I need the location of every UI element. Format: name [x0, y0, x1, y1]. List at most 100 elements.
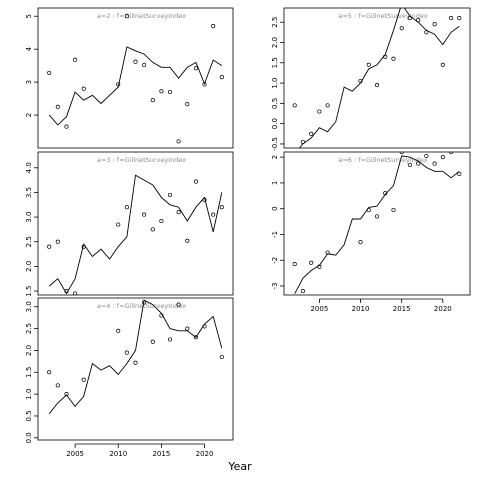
x-tick-label: 2015	[152, 450, 170, 458]
y-tick-label: -3	[271, 282, 279, 289]
observed-point	[211, 212, 216, 217]
y-tick-label: 3.0	[25, 301, 33, 312]
observed-point	[133, 360, 138, 365]
observed-point	[47, 70, 52, 75]
panel-title: a=3 : f=GillnetSurveyIndex	[97, 156, 186, 164]
panel-title: a=6 : f=GillnetSurveyIndex	[338, 156, 427, 164]
observed-point	[449, 16, 454, 21]
panels: a=2 : f=GillnetSurveyIndex 2 3 4 5 a=5 : f=Gi…	[25, 7, 471, 443]
observed-point	[142, 300, 147, 305]
x-tick-label: 2015	[393, 305, 411, 313]
observed-point	[202, 324, 207, 329]
observed-point	[185, 326, 190, 331]
panel-1: a=2 : f=GillnetSurveyIndex 2 3 4 5	[25, 7, 234, 149]
observed-point	[124, 205, 129, 210]
y-tick-label: -0.5	[271, 137, 279, 151]
x-tick-label: 2020	[434, 305, 452, 313]
observed-point	[134, 152, 137, 153]
y-tick-label: 2	[271, 155, 279, 159]
x-tick-label: 2005	[310, 305, 328, 313]
observed-point	[176, 302, 181, 307]
x-tick-label: 2010	[109, 450, 127, 458]
y-tick-label: 1	[271, 181, 279, 185]
y-tick-label: 2	[25, 113, 33, 117]
y-tick-label: 2.5	[25, 236, 33, 247]
observed-point	[81, 377, 86, 382]
observed-point	[47, 370, 52, 375]
observed-point	[309, 131, 314, 136]
observed-point	[317, 109, 322, 114]
panel-4: a=6 : f=GillnetSurveyIndex -3 -2 -1 0 1 2	[271, 151, 471, 296]
x-axis-label: Year	[227, 460, 252, 473]
observed-point	[300, 139, 305, 144]
panel-frame	[37, 151, 234, 296]
y-tick-label: 0.5	[271, 98, 279, 109]
y-tick-label: 3	[25, 80, 33, 84]
y-tick-label: 4.0	[25, 162, 33, 173]
observed-point	[432, 22, 437, 27]
panel-title: a=5 : f=GillnetSurveyIndex	[338, 12, 427, 20]
observed-point	[300, 289, 305, 294]
y-tick-label: 2.5	[25, 323, 33, 334]
panel-title: a=2 : f=GillnetSurveyIndex	[97, 12, 186, 20]
observed-point	[81, 244, 86, 249]
observed-point	[167, 192, 173, 197]
observed-point	[81, 86, 86, 91]
observed-point	[416, 161, 421, 166]
y-tick-label: 3.0	[25, 212, 33, 223]
observed-point	[407, 16, 412, 21]
y-tick-label: 2.0	[271, 37, 279, 48]
observed-point	[292, 262, 297, 267]
observed-point	[309, 260, 314, 265]
fitted-line	[48, 174, 223, 295]
observed-point	[211, 24, 216, 29]
observed-point	[457, 16, 462, 21]
x-axes: 2005 2010 2015 2020 2005 2010 2015 2020	[66, 298, 452, 458]
observed-point	[317, 264, 322, 269]
observed-point	[64, 124, 69, 129]
y-tick-label: 2.0	[25, 261, 33, 272]
y-tick-label: 1.0	[25, 389, 33, 400]
panel-5: a=4 : f=GillnetSurveyIndex 0.0 0.5 1.0 1.5 2.…	[25, 297, 234, 443]
y-tick-label: 5	[25, 14, 33, 18]
panel-3: a=3 : f=GillnetSurveyIndex 1.5 2.0 2.5 3.0 3.…	[25, 151, 234, 297]
panel-title: a=4 : f=GillnetSurveyIndex	[97, 302, 186, 310]
observed-point	[124, 14, 129, 19]
observed-point	[432, 161, 437, 166]
y-tick-label: 2.0	[25, 345, 33, 356]
observed-point	[193, 335, 198, 340]
observed-point	[159, 89, 164, 94]
x-axis-panel-4: 2005 2010 2015 2020	[310, 298, 452, 313]
y-tick-label: 1.5	[25, 367, 33, 378]
observed-point	[142, 212, 147, 217]
x-axis-panel-5: 2005 2010 2015 2020	[66, 443, 214, 458]
observed-point	[202, 197, 207, 202]
observed-point	[116, 328, 121, 333]
observed-point	[193, 66, 198, 71]
observed-point	[64, 392, 69, 397]
observed-point	[440, 155, 445, 160]
y-tick-label: 0.0	[271, 118, 279, 129]
observed-point	[358, 240, 363, 245]
observed-point	[55, 383, 60, 388]
x-tick-label: 2020	[196, 450, 214, 458]
observed-point	[55, 104, 60, 109]
observed-point	[383, 54, 388, 59]
y-tick-label: 2.5	[271, 17, 279, 28]
observed-point	[150, 98, 155, 103]
y-tick-label: 3.5	[25, 187, 33, 198]
observed-point	[399, 26, 404, 31]
observed-point	[185, 102, 190, 107]
y-tick-label: 0.5	[25, 410, 33, 421]
observed-point	[325, 103, 330, 108]
observed-point	[374, 83, 380, 88]
panel-frame	[283, 7, 471, 149]
observed-point	[150, 227, 155, 232]
observed-point	[185, 238, 190, 243]
observed-point	[219, 205, 224, 210]
observed-point	[73, 57, 78, 62]
observed-point	[292, 103, 297, 108]
observed-point	[374, 214, 380, 219]
panel-frame	[37, 7, 234, 149]
observed-point	[424, 30, 429, 35]
